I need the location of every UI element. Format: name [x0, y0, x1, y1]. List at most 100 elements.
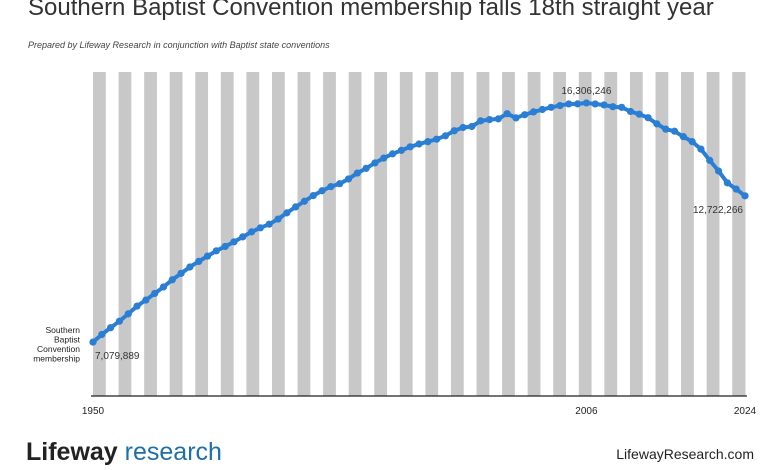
data-point-1959 [168, 276, 176, 284]
x-tick-label-1950: 1950 [82, 406, 105, 417]
stripe-37 [566, 72, 580, 396]
data-point-1992 [459, 123, 467, 132]
stripe-11 [233, 72, 247, 396]
data-point-1971 [274, 215, 282, 223]
data-point-2024 [741, 192, 749, 200]
data-annotations: 7,079,889 16,306,246 12,722,266 [95, 86, 743, 362]
stripe-15 [284, 72, 299, 396]
data-point-2013 [644, 114, 652, 122]
stripe-2 [118, 72, 132, 396]
data-point-2015 [662, 125, 670, 133]
data-point-1951 [98, 330, 106, 339]
data-point-1956 [142, 296, 150, 304]
data-point-1972 [283, 209, 291, 217]
stripe-9 [208, 72, 222, 396]
stripe-14 [271, 72, 286, 396]
stripe-3 [131, 72, 145, 396]
stripe-26 [425, 72, 439, 396]
stripe-21 [361, 72, 375, 396]
data-point-2003 [556, 101, 564, 110]
brand-main: Lifeway [26, 438, 118, 466]
data-point-1970 [265, 220, 273, 228]
brand-sub: research [124, 438, 222, 466]
data-point-2023 [732, 185, 740, 193]
data-point-1978 [336, 180, 344, 188]
data-point-2016 [670, 127, 679, 135]
stripe-44 [655, 72, 669, 396]
stripe-47 [693, 72, 708, 396]
data-point-2011 [626, 107, 635, 116]
stripe-45 [668, 72, 682, 396]
data-point-1994 [477, 117, 485, 125]
data-point-1973 [292, 203, 300, 211]
stripe-24 [399, 72, 414, 396]
stripe-7 [182, 72, 196, 396]
data-point-1968 [247, 228, 256, 236]
data-point-2010 [618, 103, 626, 111]
data-point-1980 [353, 169, 361, 177]
stripe-6 [169, 72, 183, 396]
chart-title: Southern Baptist Convention membership f… [28, 0, 714, 21]
x-tick-label-2006: 2006 [575, 406, 598, 417]
stripe-28 [450, 72, 465, 396]
data-point-1962 [195, 257, 203, 265]
data-point-2022 [723, 179, 731, 187]
stripe-1 [105, 72, 120, 396]
stripe-35 [540, 72, 554, 396]
data-point-2021 [714, 167, 723, 175]
data-point-1984 [388, 150, 397, 158]
data-point-2019 [697, 145, 705, 153]
data-point-1966 [230, 238, 238, 246]
stripe-39 [591, 72, 605, 396]
stripe-46 [681, 72, 695, 396]
data-point-1985 [397, 146, 405, 154]
stripe-18 [323, 72, 337, 396]
data-point-2005 [573, 100, 582, 108]
y-axis-label-line-3: membership [33, 354, 80, 364]
stripe-31 [489, 72, 503, 396]
data-point-1969 [256, 224, 265, 232]
series-points [89, 99, 749, 346]
x-axis-ticks: 1950 2006 2024 [82, 406, 757, 417]
stripe-34 [527, 72, 541, 396]
data-point-2009 [609, 103, 617, 111]
data-point-1965 [221, 242, 229, 251]
data-point-2008 [600, 101, 608, 109]
stripe-5 [156, 72, 171, 396]
data-point-2014 [653, 120, 661, 128]
stripe-19 [335, 72, 350, 396]
data-point-2002 [547, 103, 555, 111]
stripe-13 [259, 72, 273, 396]
x-tick-label-2024: 2024 [734, 406, 757, 417]
data-point-1950 [89, 338, 97, 346]
data-point-1958 [159, 283, 168, 291]
stripe-20 [348, 72, 362, 396]
stripe-41 [617, 72, 631, 396]
data-point-1952 [107, 324, 115, 332]
annotation-2006: 16,306,246 [561, 86, 611, 97]
data-point-1981 [362, 164, 370, 172]
data-point-1997 [503, 110, 511, 118]
data-point-1964 [212, 247, 220, 255]
data-point-1989 [433, 135, 441, 143]
stripe-48 [706, 72, 720, 396]
stripe-49 [719, 72, 733, 396]
y-axis-label-line-1: Baptist [54, 335, 81, 345]
data-point-1991 [450, 127, 458, 135]
data-point-2004 [565, 100, 573, 108]
data-point-2000 [529, 108, 538, 116]
stripe-50 [732, 72, 746, 396]
data-point-1961 [186, 263, 194, 271]
stripe-38 [578, 72, 593, 396]
stripe-10 [220, 72, 235, 396]
data-point-2012 [635, 110, 643, 118]
data-point-1986 [406, 143, 414, 151]
data-point-2001 [538, 105, 546, 114]
data-point-1974 [300, 197, 309, 205]
data-point-1975 [309, 191, 317, 200]
data-point-1993 [468, 122, 476, 131]
data-point-1976 [318, 187, 326, 195]
lifeway-logo: Lifeway research [26, 440, 222, 465]
data-point-2020 [706, 156, 714, 164]
